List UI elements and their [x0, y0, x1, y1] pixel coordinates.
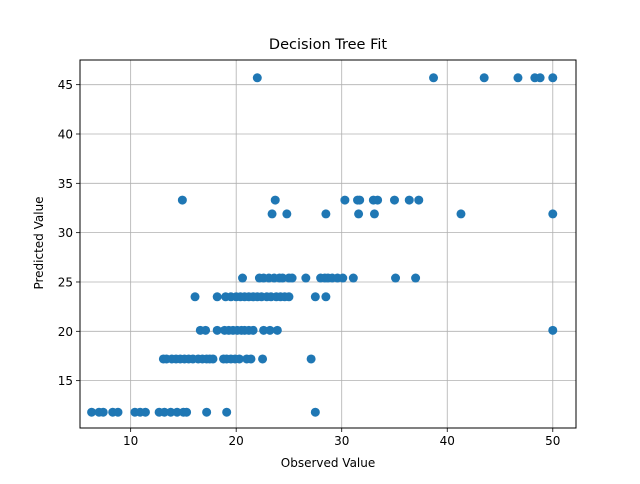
data-point [391, 273, 401, 283]
data-point [548, 209, 558, 219]
data-point [340, 195, 350, 205]
data-point [258, 354, 268, 364]
grid [80, 60, 576, 428]
x-tick-label: 50 [545, 434, 560, 448]
data-point [201, 325, 211, 335]
data-point [190, 292, 200, 302]
data-point [355, 195, 365, 205]
data-point [182, 407, 192, 417]
data-point [354, 209, 364, 219]
x-tick-label: 30 [334, 434, 349, 448]
data-point [348, 273, 358, 283]
x-tick-label: 10 [123, 434, 138, 448]
x-tick-label: 20 [229, 434, 244, 448]
x-tick-label: 40 [440, 434, 455, 448]
data-point [272, 325, 282, 335]
data-point [310, 407, 320, 417]
data-point [238, 273, 248, 283]
y-tick-label: 25 [58, 275, 73, 289]
data-point [321, 209, 331, 219]
data-point [172, 407, 182, 417]
data-point [404, 195, 414, 205]
data-point [202, 407, 212, 417]
data-point [234, 354, 244, 364]
data-point [270, 195, 280, 205]
data-point [248, 325, 258, 335]
data-point [177, 195, 187, 205]
data-point [389, 195, 399, 205]
ticks: 10 20 30 40 50 15 20 25 30 35 40 45 [58, 78, 561, 448]
data-point [265, 325, 275, 335]
data-point [429, 73, 439, 83]
data-point [310, 292, 320, 302]
y-tick-label: 15 [58, 374, 73, 388]
data-point [282, 209, 292, 219]
data-point [284, 292, 294, 302]
y-tick-label: 20 [58, 325, 73, 339]
axes-frame [79, 59, 577, 429]
data-point [479, 73, 489, 83]
data-point [369, 209, 379, 219]
data-point [548, 73, 558, 83]
data-point [252, 73, 262, 83]
data-point [414, 195, 424, 205]
data-point [113, 407, 123, 417]
data-point [321, 292, 331, 302]
data-point [278, 273, 288, 283]
chart-title: Decision Tree Fit [269, 37, 387, 53]
data-point [259, 325, 269, 335]
data-point [98, 407, 108, 417]
data-point [208, 354, 218, 364]
data-point [246, 354, 256, 364]
y-axis-label: Predicted Value [32, 196, 46, 289]
data-point [535, 73, 545, 83]
data-point [140, 407, 150, 417]
data-points [87, 73, 558, 417]
data-point [306, 354, 316, 364]
data-point [548, 325, 558, 335]
data-point [373, 195, 383, 205]
data-point [159, 407, 169, 417]
data-point [212, 292, 222, 302]
data-point [338, 273, 348, 283]
data-point [513, 73, 523, 83]
y-tick-label: 40 [58, 127, 73, 141]
data-point [166, 407, 176, 417]
data-point [287, 273, 297, 283]
y-tick-label: 35 [58, 177, 73, 191]
data-point [301, 273, 311, 283]
data-point [411, 273, 421, 283]
y-tick-label: 45 [58, 78, 73, 92]
x-axis-label: Observed Value [281, 456, 376, 470]
data-point [87, 407, 97, 417]
data-point [267, 209, 277, 219]
data-point [222, 407, 232, 417]
data-point [456, 209, 466, 219]
y-tick-label: 30 [58, 226, 73, 240]
data-point [212, 325, 222, 335]
